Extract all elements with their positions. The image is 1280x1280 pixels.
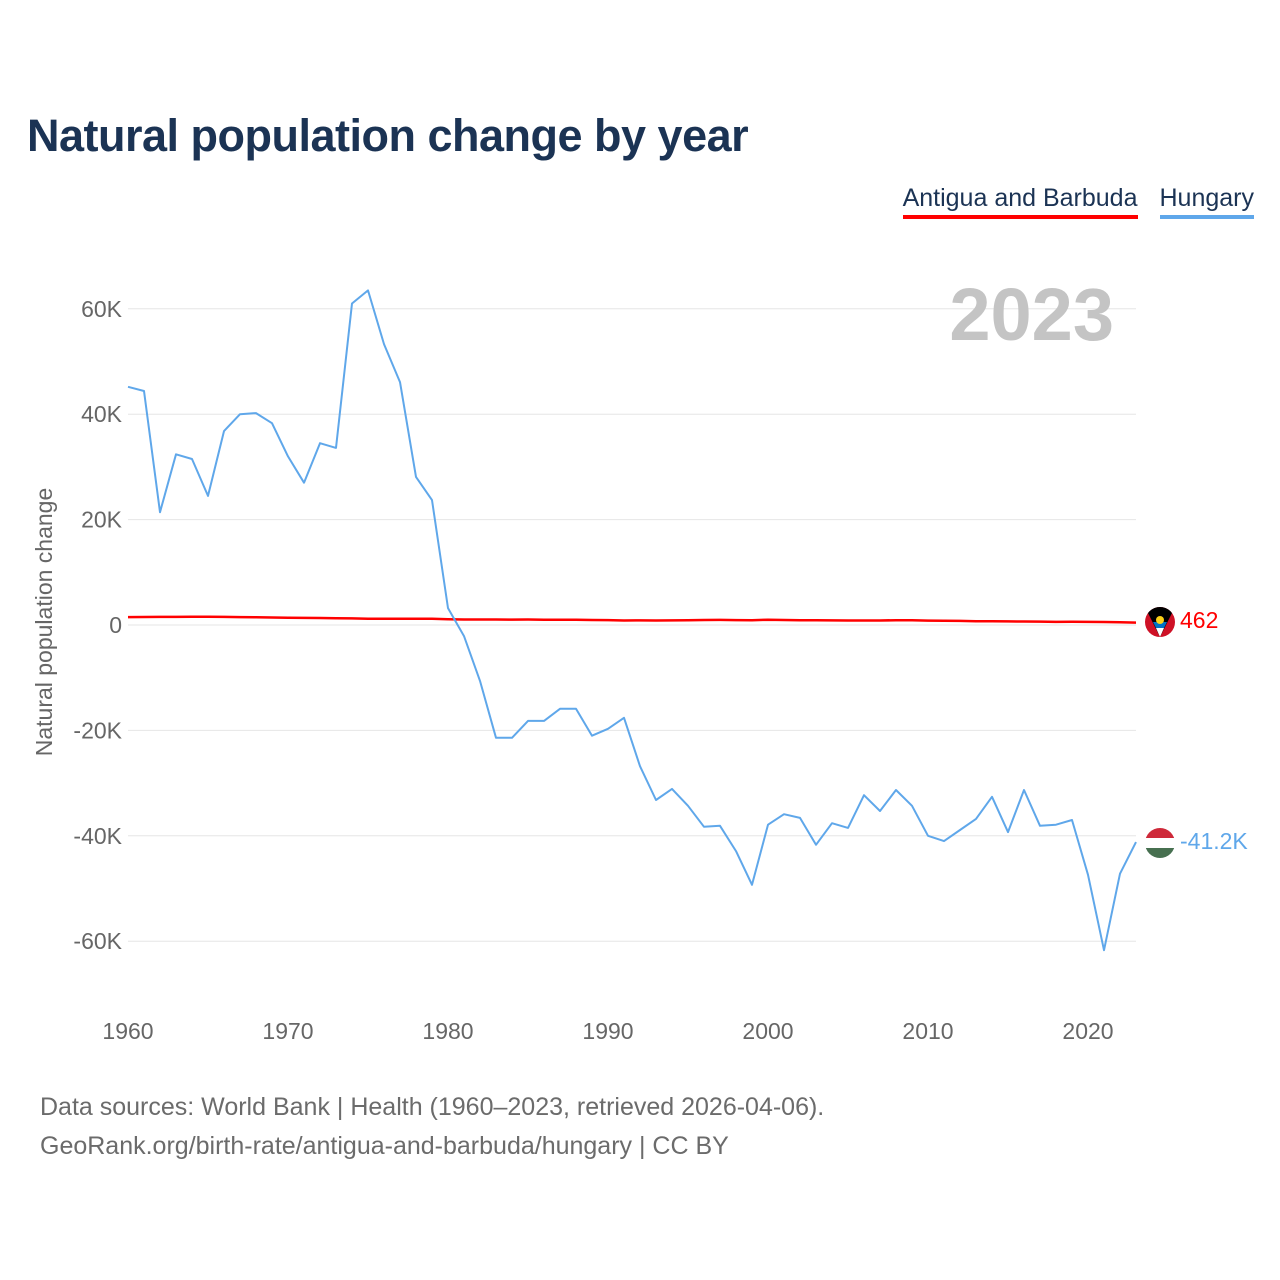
x-tick-label: 1960	[102, 1018, 153, 1044]
x-tick-label: 1990	[582, 1018, 633, 1044]
y-tick-label: 40K	[81, 401, 123, 427]
legend-item-antigua[interactable]: Antigua and Barbuda	[902, 184, 1138, 219]
chart-title: Natural population change by year	[27, 110, 749, 161]
x-tick-label: 1980	[422, 1018, 473, 1044]
flag-antigua-icon	[1145, 607, 1175, 637]
legend-item-hungary[interactable]: Hungary	[1159, 184, 1254, 219]
flag-hungary-icon	[1145, 828, 1175, 858]
end-label-hungary: -41.2K	[1180, 828, 1248, 854]
x-tick-label: 2020	[1062, 1018, 1113, 1044]
source-link[interactable]: GeoRank.org/birth-rate/antigua-and-barbu…	[40, 1132, 729, 1160]
legend: Antigua and Barbuda Hungary	[902, 184, 1254, 219]
y-tick-label: -40K	[73, 823, 122, 849]
y-tick-label: 0	[109, 612, 122, 638]
series-line-hungary	[127, 289, 1137, 952]
y-tick-label: 60K	[81, 296, 123, 322]
y-tick-label: -20K	[73, 717, 122, 743]
footer: Data sources: World Bank | Health (1960–…	[40, 1088, 824, 1166]
x-tick-label: 2000	[742, 1018, 793, 1044]
x-tick-label: 1970	[262, 1018, 313, 1044]
series-line-antigua-and-barbuda	[127, 615, 1137, 624]
y-axis-label: Natural population change	[31, 488, 57, 757]
y-tick-label: -60K	[73, 928, 122, 954]
x-tick-label: 2010	[902, 1018, 953, 1044]
source-text: Data sources: World Bank | Health (1960–…	[40, 1093, 825, 1121]
end-label-antigua: 462	[1180, 607, 1218, 633]
year-watermark: 2023	[949, 273, 1114, 356]
y-tick-label: 20K	[81, 507, 123, 533]
